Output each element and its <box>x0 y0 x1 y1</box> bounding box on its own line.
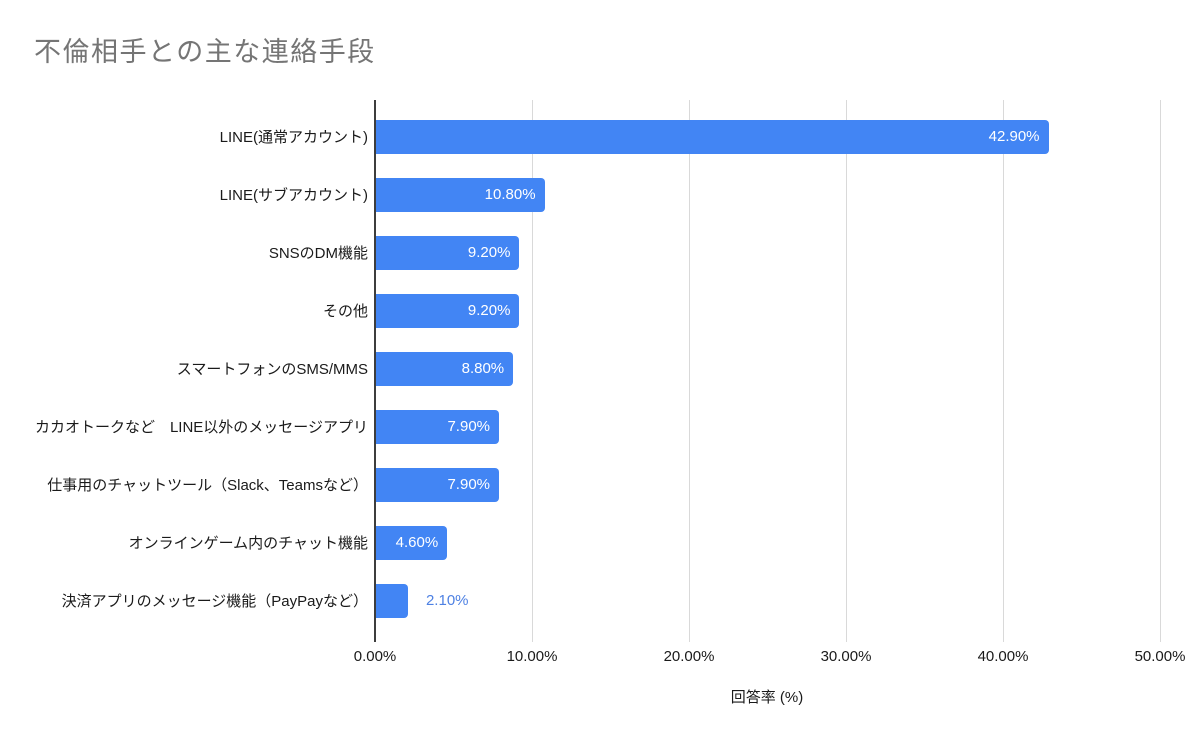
y-axis-line <box>374 100 376 642</box>
x-tick-label: 30.00% <box>820 648 872 665</box>
category-label: カカオトークなど LINE以外のメッセージアプリ <box>34 418 368 436</box>
bar <box>376 294 520 328</box>
bar <box>376 410 500 444</box>
bar-value-label: 10.80% <box>484 186 536 203</box>
bar-value-label: 9.20% <box>467 302 511 319</box>
bar <box>376 236 520 270</box>
x-tick-label: 50.00% <box>1134 648 1186 665</box>
bar-value-label: 42.90% <box>988 128 1040 145</box>
bar-value-label: 9.20% <box>467 244 511 261</box>
bar-value-label: 2.10% <box>425 592 469 609</box>
gridline <box>1003 100 1004 642</box>
category-label: LINE(サブアカウント) <box>219 186 368 204</box>
bar <box>376 120 1049 154</box>
category-label: スマートフォンのSMS/MMS <box>176 360 368 378</box>
category-label: SNSのDM機能 <box>268 244 368 262</box>
bar <box>376 526 448 560</box>
bar-value-label: 7.90% <box>447 418 491 435</box>
category-label: その他 <box>322 302 368 320</box>
category-label: LINE(通常アカウント) <box>219 128 368 146</box>
bar <box>376 468 500 502</box>
bar <box>376 178 545 212</box>
bar-value-label: 4.60% <box>395 534 439 551</box>
bar-value-label: 8.80% <box>461 360 505 377</box>
gridline <box>689 100 690 642</box>
x-tick-label: 10.00% <box>506 648 558 665</box>
bar-value-label: 7.90% <box>447 476 491 493</box>
category-label: 決済アプリのメッセージ機能（PayPayなど） <box>61 592 368 610</box>
bar <box>376 584 408 618</box>
category-label: 仕事用のチャットツール（Slack、Teamsなど） <box>47 476 368 494</box>
x-axis-title: 回答率 (%) <box>730 689 804 706</box>
chart-title: 不倫相手との主な連絡手段 <box>34 37 376 67</box>
gridline <box>1160 100 1161 642</box>
x-tick-label: 0.00% <box>353 648 397 665</box>
bar <box>376 352 514 386</box>
gridline <box>532 100 533 642</box>
x-tick-label: 20.00% <box>663 648 715 665</box>
gridline <box>846 100 847 642</box>
category-label: オンラインゲーム内のチャット機能 <box>128 534 368 552</box>
x-tick-label: 40.00% <box>977 648 1029 665</box>
